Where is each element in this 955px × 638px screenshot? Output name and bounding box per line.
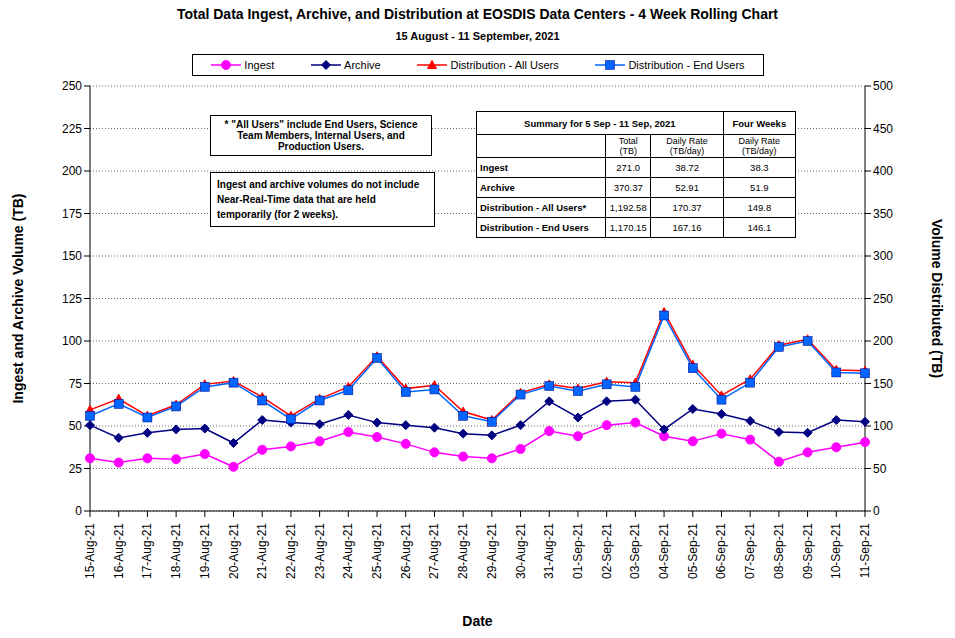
svg-text:250: 250	[873, 292, 893, 306]
svg-text:100: 100	[873, 419, 893, 433]
svg-text:300: 300	[873, 249, 893, 263]
svg-text:225: 225	[62, 122, 82, 136]
html-text:Summary for 5 Sep - 11 Sep, 20: Summary for 5 Sep - 11 Sep, 2021	[524, 117, 676, 129]
svg-text:18-Aug-21: 18-Aug-21	[169, 523, 183, 579]
html-text:Distribution - All Users: Distribution - All Users	[450, 59, 559, 71]
html-text:370.37: 370.37	[613, 182, 643, 193]
html-text:Distribution - All Users*: Distribution - All Users*	[480, 202, 587, 213]
svg-text:100: 100	[62, 334, 82, 348]
html-text:Ingest and archive volumes do: Ingest and archive volumes do not includ…	[217, 179, 420, 220]
html-text:38.72: 38.72	[675, 162, 699, 173]
svg-text:125: 125	[62, 292, 82, 306]
svg-text:175: 175	[62, 207, 82, 221]
svg-text:150: 150	[62, 249, 82, 263]
html-text:149.8: 149.8	[747, 202, 772, 213]
svg-text:200: 200	[62, 164, 82, 178]
svg-text:20-Aug-21: 20-Aug-21	[227, 523, 241, 579]
svg-text:250: 250	[62, 79, 82, 93]
svg-text:10-Sep-21: 10-Sep-21	[829, 523, 843, 579]
svg-text:500: 500	[873, 79, 893, 93]
svg-text:400: 400	[873, 164, 893, 178]
svg-text:25-Aug-21: 25-Aug-21	[370, 523, 384, 579]
svg-text:27-Aug-21: 27-Aug-21	[427, 523, 441, 579]
svg-text:17-Aug-21: 17-Aug-21	[140, 523, 154, 579]
svg-text:0: 0	[75, 504, 82, 518]
html-text:Ingest: Ingest	[244, 59, 275, 71]
svg-text:75: 75	[69, 377, 83, 391]
svg-text:01-Sep-21: 01-Sep-21	[571, 523, 585, 579]
svg-text:05-Sep-21: 05-Sep-21	[686, 523, 700, 579]
svg-text:50: 50	[873, 462, 887, 476]
svg-text:16-Aug-21: 16-Aug-21	[112, 523, 126, 579]
html-text:Archive: Archive	[480, 182, 515, 193]
svg-text:06-Sep-21: 06-Sep-21	[714, 523, 728, 579]
html-text:1,192.58: 1,192.58	[609, 202, 647, 213]
svg-text:26-Aug-21: 26-Aug-21	[399, 523, 413, 579]
html-text:Daily Rate (TB/day): Daily Rate (TB/day)	[666, 136, 708, 156]
svg-text:19-Aug-21: 19-Aug-21	[198, 523, 212, 579]
html-text:Daily Rate (TB/day): Daily Rate (TB/day)	[738, 136, 781, 156]
svg-text:23-Aug-21: 23-Aug-21	[313, 523, 327, 579]
html-text:Total Data Ingest, Archive, an: Total Data Ingest, Archive, and Distribu…	[177, 6, 778, 22]
svg-text:21-Aug-21: 21-Aug-21	[255, 523, 269, 579]
svg-text:11-Sep-21: 11-Sep-21	[858, 523, 872, 578]
svg-text:08-Sep-21: 08-Sep-21	[772, 523, 786, 579]
html-text:271.0: 271.0	[616, 162, 641, 173]
html-text:52.91: 52.91	[675, 182, 699, 193]
svg-text:09-Sep-21: 09-Sep-21	[801, 523, 815, 579]
html-text:Total (TB): Total (TB)	[618, 136, 638, 156]
svg-text:Ingest and Archive Volume (TB): Ingest and Archive Volume (TB)	[10, 193, 26, 403]
svg-text:350: 350	[873, 207, 893, 221]
svg-text:04-Sep-21: 04-Sep-21	[657, 523, 671, 579]
svg-text:200: 200	[873, 334, 893, 348]
svg-text:22-Aug-21: 22-Aug-21	[284, 523, 298, 579]
svg-text:0: 0	[873, 504, 880, 518]
html-text:15 August - 11 September, 2021: 15 August - 11 September, 2021	[395, 30, 560, 42]
svg-text:450: 450	[873, 122, 893, 136]
html-text:38.3: 38.3	[750, 162, 769, 173]
svg-text:Date: Date	[462, 613, 493, 629]
svg-text:31-Aug-21: 31-Aug-21	[542, 523, 556, 579]
svg-text:150: 150	[873, 377, 893, 391]
svg-text:02-Sep-21: 02-Sep-21	[600, 523, 614, 579]
svg-text:28-Aug-21: 28-Aug-21	[456, 523, 470, 579]
svg-text:30-Aug-21: 30-Aug-21	[514, 523, 528, 579]
html-text:* "All Users" include End User: * "All Users" include End Users, Science…	[224, 119, 418, 152]
html-text:Archive: Archive	[344, 59, 381, 71]
html-text:Four Weeks: Four Weeks	[732, 117, 787, 129]
svg-text:25: 25	[69, 462, 83, 476]
svg-text:29-Aug-21: 29-Aug-21	[485, 523, 499, 579]
html-text:Distribution - End Users: Distribution - End Users	[480, 222, 589, 233]
svg-text:50: 50	[69, 419, 83, 433]
svg-text:07-Sep-21: 07-Sep-21	[743, 523, 757, 579]
html-text:Distribution - End Users: Distribution - End Users	[628, 59, 745, 71]
html-text:1,170.15: 1,170.15	[609, 222, 647, 233]
svg-text:03-Sep-21: 03-Sep-21	[628, 523, 642, 579]
svg-text:15-Aug-21: 15-Aug-21	[83, 523, 97, 579]
html-text:167.16: 167.16	[672, 222, 702, 233]
svg-text:24-Aug-21: 24-Aug-21	[341, 523, 355, 579]
svg-text:Volume Distributed (TB): Volume Distributed (TB)	[929, 219, 945, 378]
html-text:Ingest: Ingest	[480, 162, 508, 173]
html-text:170.37: 170.37	[672, 202, 702, 213]
html-text:51.9: 51.9	[750, 182, 769, 193]
html-text:146.1: 146.1	[747, 222, 772, 233]
